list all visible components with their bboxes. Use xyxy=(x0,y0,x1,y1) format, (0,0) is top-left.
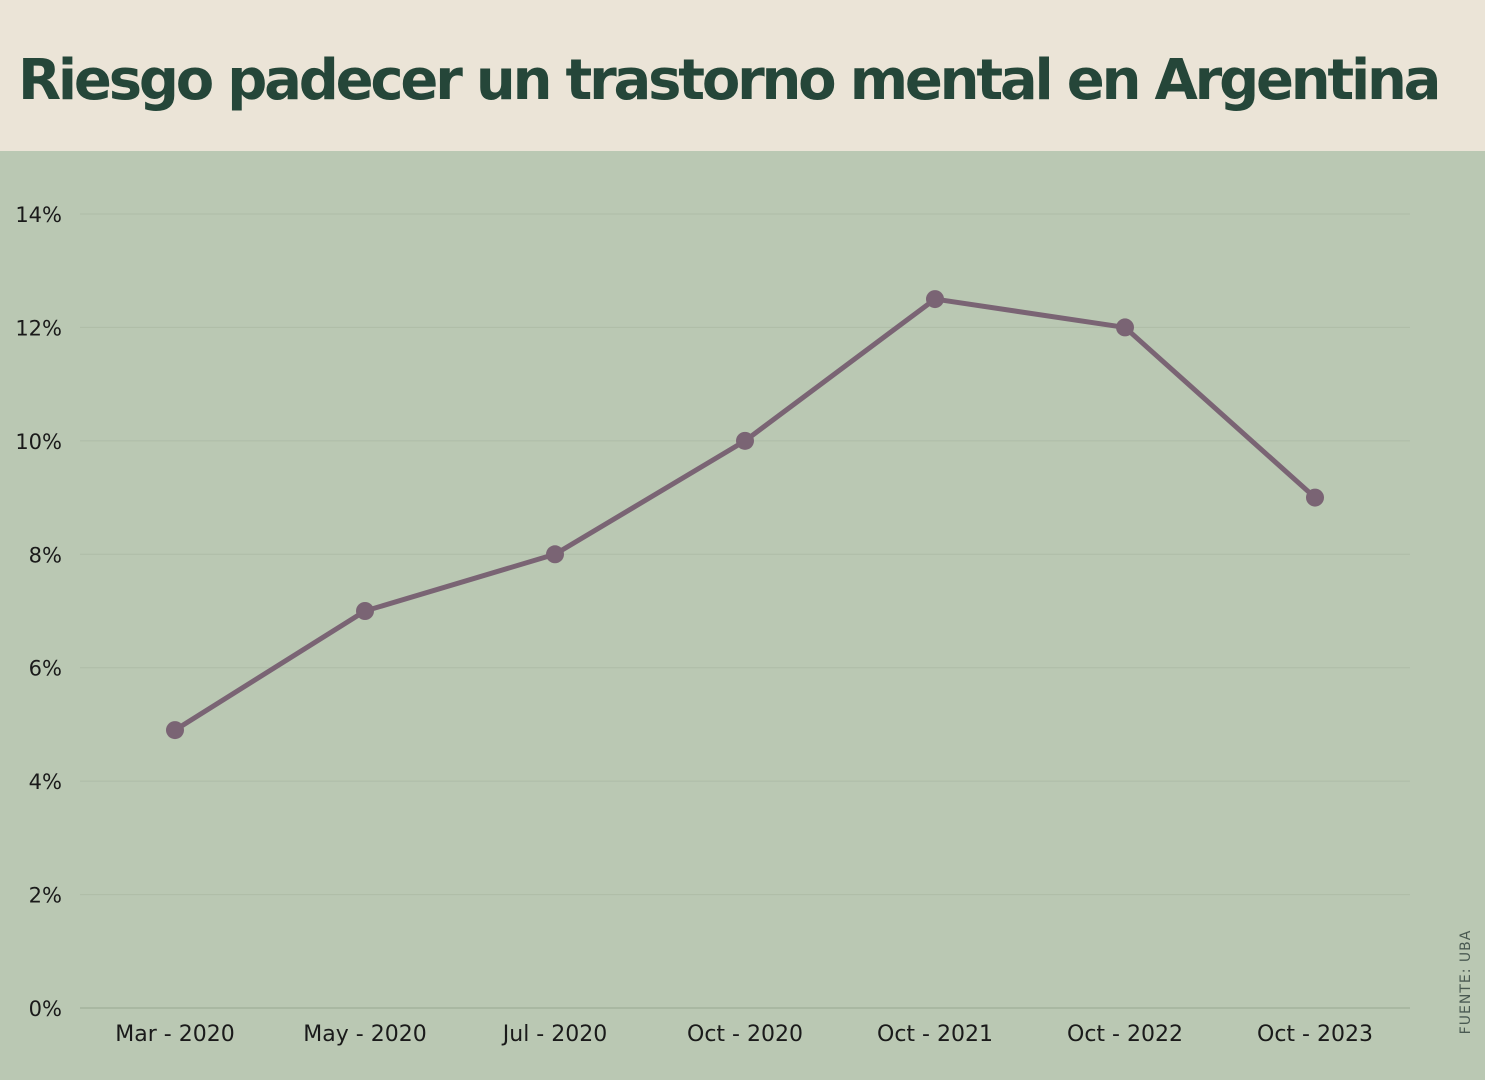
y-tick-label: 4% xyxy=(29,770,62,794)
x-tick-label: May - 2020 xyxy=(303,1022,426,1047)
x-tick-label: Oct - 2021 xyxy=(877,1022,993,1047)
data-point xyxy=(356,602,374,620)
data-point xyxy=(1306,488,1324,507)
chart-title: Riesgo padecer un trastorno mental en Ar… xyxy=(18,48,1441,113)
y-tick-label: 2% xyxy=(29,884,62,908)
series-line xyxy=(172,296,1318,733)
data-point xyxy=(736,431,754,450)
x-tick-label: Oct - 2023 xyxy=(1257,1022,1373,1047)
data-point xyxy=(926,290,944,309)
x-tick-label: Oct - 2020 xyxy=(687,1022,803,1047)
data-point xyxy=(166,721,184,740)
y-tick-label: 0% xyxy=(29,997,62,1021)
y-tick-label: 6% xyxy=(29,657,62,681)
x-tick-label: Oct - 2022 xyxy=(1067,1022,1183,1047)
x-tick-label: Jul - 2020 xyxy=(501,1022,607,1047)
y-tick-label: 10% xyxy=(15,430,62,454)
header: Riesgo padecer un trastorno mental en Ar… xyxy=(0,0,1485,151)
y-tick-label: 12% xyxy=(15,316,62,340)
data-point xyxy=(546,545,564,564)
source-note: FUENTE: UBA xyxy=(1458,929,1474,1035)
x-tick-label: Mar - 2020 xyxy=(115,1022,234,1047)
y-tick-label: 14% xyxy=(15,203,62,227)
y-tick-label: 8% xyxy=(29,543,62,567)
data-point xyxy=(1116,318,1134,337)
chart-area xyxy=(0,151,1485,1080)
